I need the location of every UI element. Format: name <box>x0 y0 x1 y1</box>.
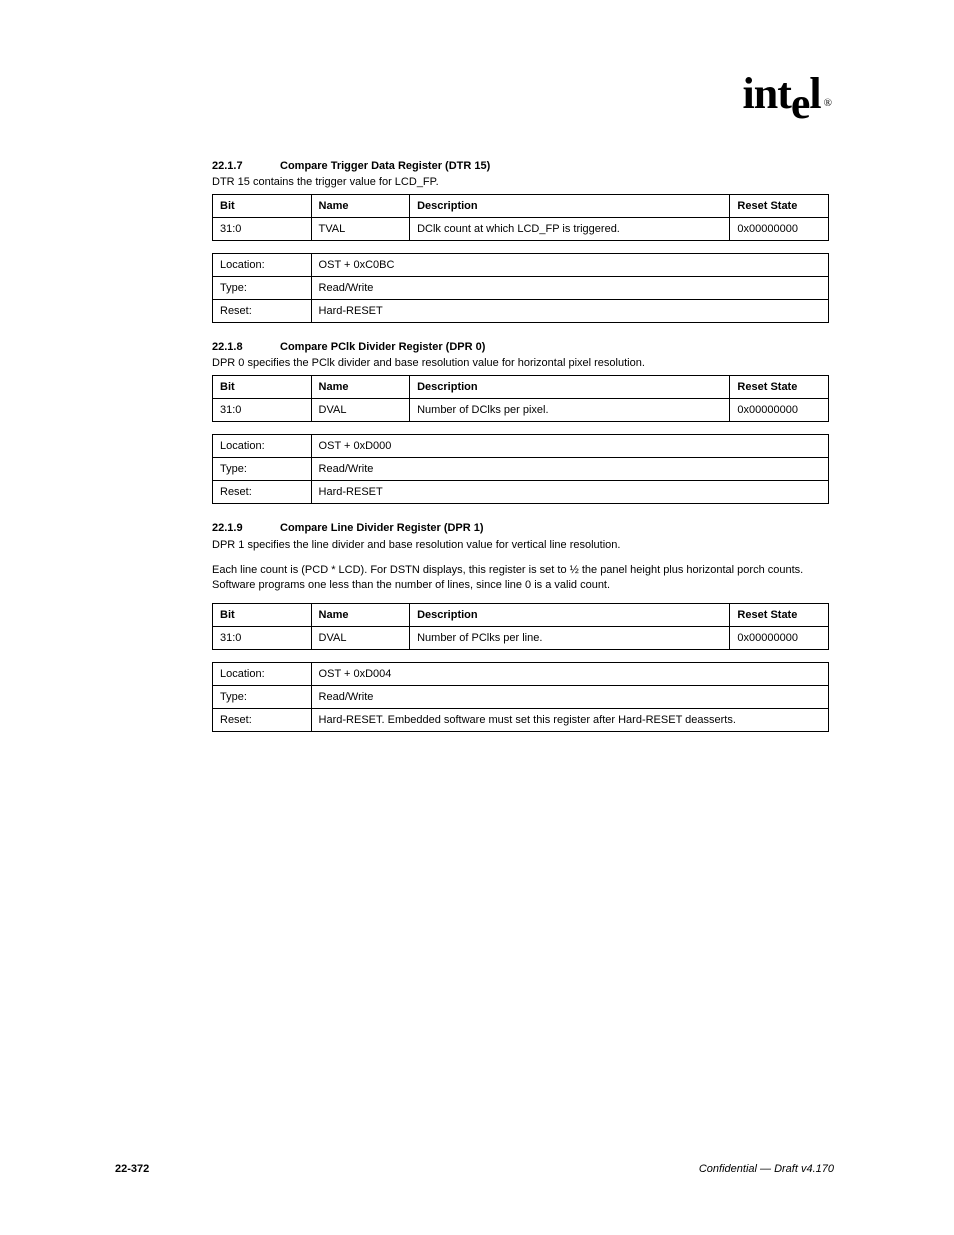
cell-value: Read/Write <box>311 685 828 708</box>
cell-description: DClk count at which LCD_FP is triggered. <box>410 218 730 241</box>
cell-label: Type: <box>213 277 312 300</box>
section-body-1: DPR 1 specifies the line divider and bas… <box>212 538 829 553</box>
col-description: Description <box>410 376 730 399</box>
table-row: Location: OST + 0xC0BC <box>213 254 829 277</box>
cell-value: Read/Write <box>311 277 828 300</box>
section-title: Compare PClk Divider Register (DPR 0) <box>280 341 485 353</box>
table-row: Reset: Hard-RESET <box>213 300 829 323</box>
register-table-dtr15: Bit Name Description Reset State 31:0 TV… <box>212 194 829 241</box>
col-reset-state: Reset State <box>730 376 829 399</box>
cell-label: Location: <box>213 435 312 458</box>
section-subtext: DPR 0 specifies the PClk divider and bas… <box>212 357 829 369</box>
cell-label: Reset: <box>213 300 312 323</box>
cell-value: Read/Write <box>311 458 828 481</box>
page-number: 22-372 <box>115 1163 149 1175</box>
section-body-2: Each line count is (PCD * LCD). For DSTN… <box>212 563 829 593</box>
cell-bit: 31:0 <box>213 399 312 422</box>
table-row: 31:0 DVAL Number of DClks per pixel. 0x0… <box>213 399 829 422</box>
section-number: 22.1.8 <box>212 341 280 353</box>
col-name: Name <box>311 195 410 218</box>
cell-bit: 31:0 <box>213 218 312 241</box>
table-row: 31:0 TVAL DClk count at which LCD_FP is … <box>213 218 829 241</box>
table-row: Reset: Hard-RESET. Embedded software mus… <box>213 708 829 731</box>
section-22-1-8: 22.1.8Compare PClk Divider Register (DPR… <box>212 341 829 504</box>
location-table-dpr0: Location: OST + 0xD000 Type: Read/Write … <box>212 434 829 504</box>
section-header: 22.1.7Compare Trigger Data Register (DTR… <box>212 160 829 172</box>
logo-text-suffix: l <box>809 69 820 118</box>
col-name: Name <box>311 376 410 399</box>
cell-value: Hard-RESET. Embedded software must set t… <box>311 708 828 731</box>
document-title: Confidential — Draft v4.170 <box>699 1163 834 1175</box>
location-table-dpr1: Location: OST + 0xD004 Type: Read/Write … <box>212 662 829 732</box>
location-table-dtr15: Location: OST + 0xC0BC Type: Read/Write … <box>212 253 829 323</box>
table-row: Reset: Hard-RESET <box>213 481 829 504</box>
cell-description: Number of DClks per pixel. <box>410 399 730 422</box>
col-bit: Bit <box>213 376 312 399</box>
cell-label: Type: <box>213 458 312 481</box>
register-table-dpr0: Bit Name Description Reset State 31:0 DV… <box>212 375 829 422</box>
cell-description: Number of PClks per line. <box>410 626 730 649</box>
cell-value: Hard-RESET <box>311 481 828 504</box>
table-row: Type: Read/Write <box>213 277 829 300</box>
col-bit: Bit <box>213 603 312 626</box>
table-header-row: Bit Name Description Reset State <box>213 603 829 626</box>
table-header-row: Bit Name Description Reset State <box>213 376 829 399</box>
section-subtext: DTR 15 contains the trigger value for LC… <box>212 176 829 188</box>
table-row: Location: OST + 0xD000 <box>213 435 829 458</box>
col-description: Description <box>410 195 730 218</box>
page-footer: 22-372 Confidential — Draft v4.170 <box>115 1163 834 1175</box>
table-row: Type: Read/Write <box>213 458 829 481</box>
cell-value: OST + 0xD004 <box>311 662 828 685</box>
col-reset-state: Reset State <box>730 603 829 626</box>
intel-logo: intel® <box>743 68 828 119</box>
table-header-row: Bit Name Description Reset State <box>213 195 829 218</box>
cell-name: DVAL <box>311 399 410 422</box>
cell-reset-state: 0x00000000 <box>730 218 829 241</box>
col-description: Description <box>410 603 730 626</box>
cell-label: Location: <box>213 662 312 685</box>
section-number: 22.1.9 <box>212 522 280 534</box>
cell-label: Reset: <box>213 481 312 504</box>
register-table-dpr1: Bit Name Description Reset State 31:0 DV… <box>212 603 829 650</box>
logo-text-prefix: int <box>743 69 791 118</box>
section-22-1-9: 22.1.9Compare Line Divider Register (DPR… <box>212 522 829 732</box>
cell-name: DVAL <box>311 626 410 649</box>
section-22-1-7: 22.1.7Compare Trigger Data Register (DTR… <box>212 160 829 323</box>
col-reset-state: Reset State <box>730 195 829 218</box>
table-row: Type: Read/Write <box>213 685 829 708</box>
section-header: 22.1.8Compare PClk Divider Register (DPR… <box>212 341 829 353</box>
section-title: Compare Line Divider Register (DPR 1) <box>280 522 484 534</box>
logo-registered-mark: ® <box>824 97 831 109</box>
section-number: 22.1.7 <box>212 160 280 172</box>
section-title: Compare Trigger Data Register (DTR 15) <box>280 160 490 172</box>
cell-reset-state: 0x00000000 <box>730 399 829 422</box>
cell-bit: 31:0 <box>213 626 312 649</box>
cell-reset-state: 0x00000000 <box>730 626 829 649</box>
cell-name: TVAL <box>311 218 410 241</box>
cell-label: Location: <box>213 254 312 277</box>
cell-value: OST + 0xC0BC <box>311 254 828 277</box>
cell-value: OST + 0xD000 <box>311 435 828 458</box>
section-header: 22.1.9Compare Line Divider Register (DPR… <box>212 522 829 534</box>
cell-label: Reset: <box>213 708 312 731</box>
logo-text-e: e <box>791 79 810 128</box>
page-container: intel ® 22.1.7Compare Trigger Data Regist… <box>0 0 954 1235</box>
table-row: 31:0 DVAL Number of PClks per line. 0x00… <box>213 626 829 649</box>
cell-label: Type: <box>213 685 312 708</box>
cell-value: Hard-RESET <box>311 300 828 323</box>
col-bit: Bit <box>213 195 312 218</box>
table-row: Location: OST + 0xD004 <box>213 662 829 685</box>
col-name: Name <box>311 603 410 626</box>
